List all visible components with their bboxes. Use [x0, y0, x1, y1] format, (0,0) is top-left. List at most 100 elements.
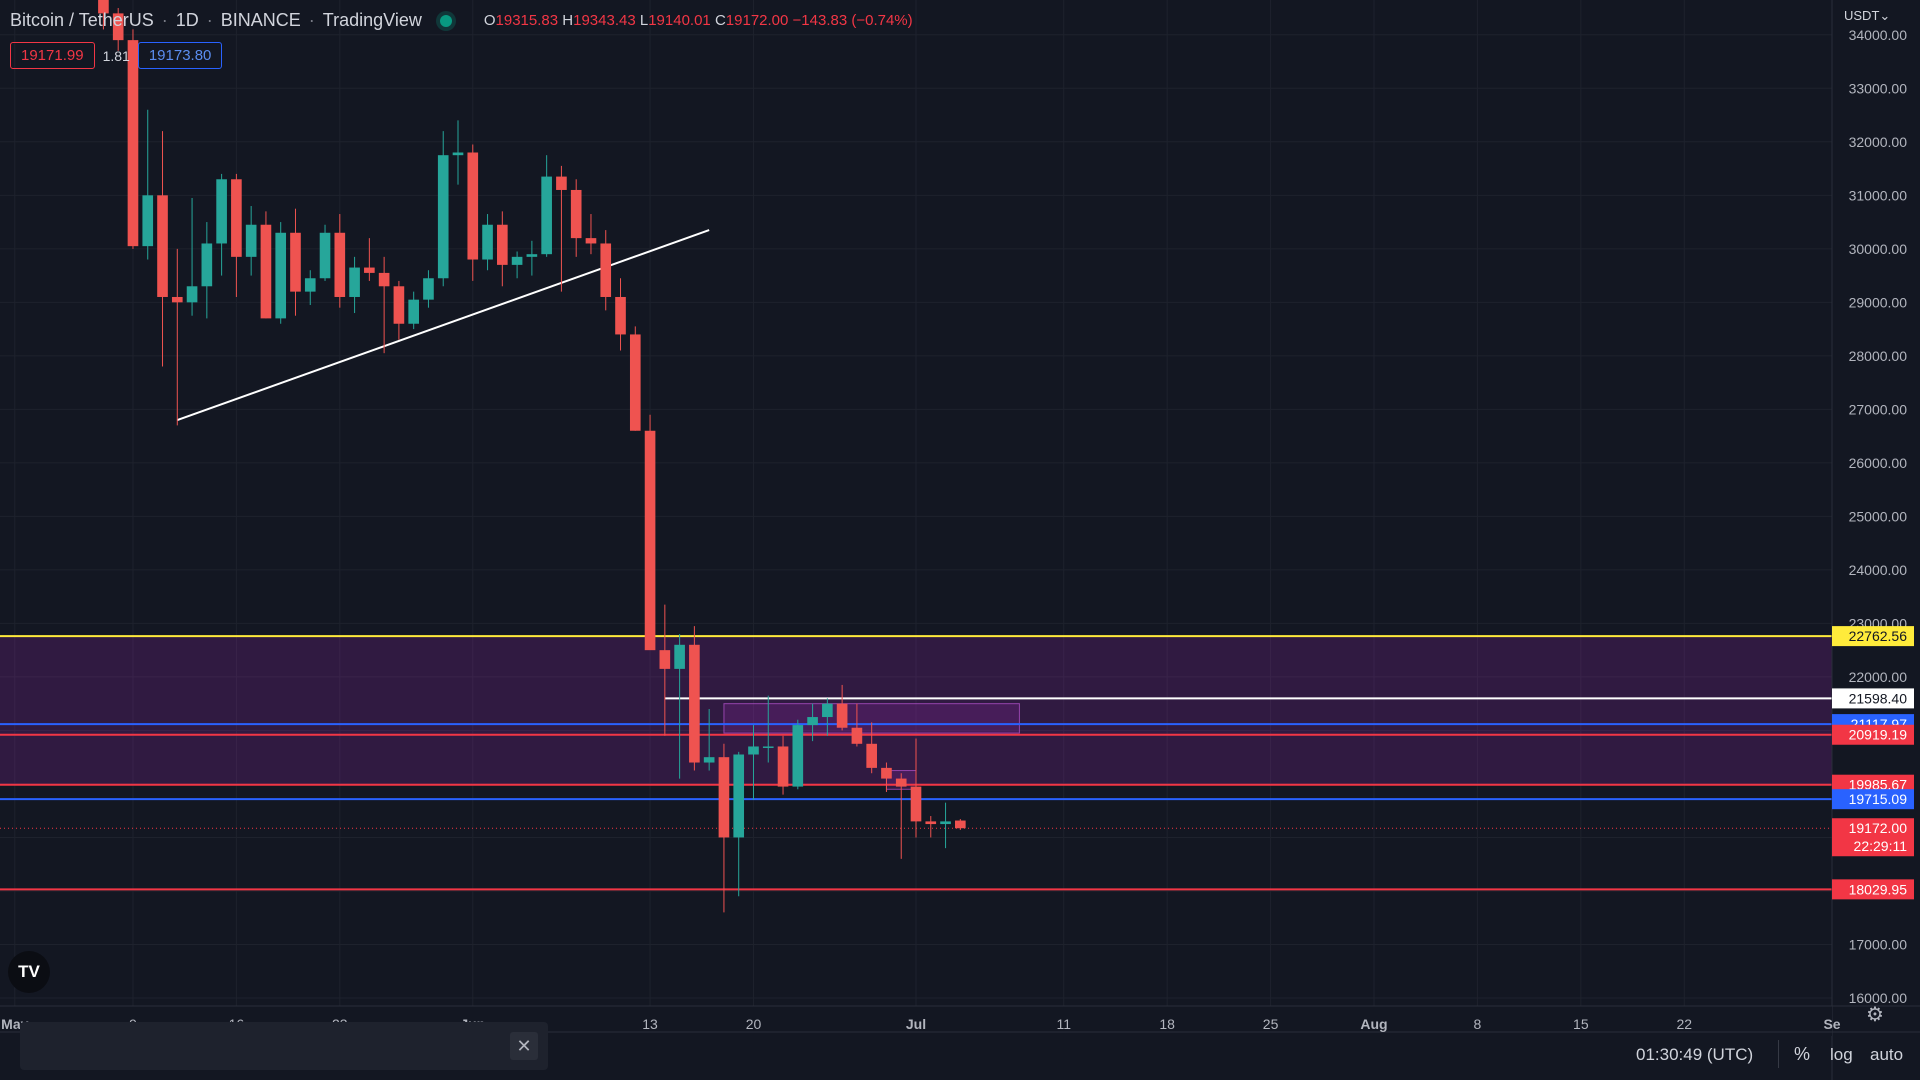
candle-body: [689, 644, 700, 763]
logo-text: TV: [18, 962, 40, 981]
candle-body: [452, 152, 464, 156]
candle-body: [659, 650, 671, 669]
candle-body: [955, 820, 966, 829]
x-tick-label: Se: [1823, 1016, 1840, 1032]
price-label-5: 19715.09: [1849, 791, 1908, 807]
candle-body: [600, 243, 612, 297]
exchange-label: BINANCE: [220, 10, 301, 30]
candle-body: [925, 821, 937, 825]
quote-row: 19171.99 1.81 19173.80: [10, 42, 223, 69]
candle-body: [881, 767, 892, 779]
candle-body: [792, 725, 804, 787]
high-key: H: [562, 12, 574, 29]
sell-price-button[interactable]: 19171.99: [10, 42, 95, 69]
x-tick-label: 15: [1573, 1016, 1589, 1032]
candle-body: [762, 746, 774, 748]
candle-body: [98, 0, 109, 14]
candle-body: [703, 757, 715, 763]
candle-body: [142, 195, 154, 247]
open-key: O: [483, 12, 496, 29]
auto-scale-button[interactable]: auto: [1870, 1045, 1904, 1064]
candle-body: [866, 743, 877, 768]
trendline-0: [176, 229, 710, 422]
tradingview-logo-icon[interactable]: TV: [8, 951, 50, 993]
close-key: C: [714, 12, 726, 29]
candle-body: [497, 224, 508, 265]
x-tick-label: 20: [746, 1016, 762, 1032]
y-tick-label: 33000.00: [1849, 80, 1908, 96]
candle-body: [171, 296, 183, 303]
x-tick-label: 22: [1676, 1016, 1692, 1032]
candle-body: [570, 189, 582, 239]
candle-body: [541, 176, 552, 255]
candle-body: [201, 243, 213, 287]
low-value: 19140.01: [648, 12, 711, 29]
candle-body: [245, 224, 257, 257]
candle-body: [733, 754, 745, 838]
candle-body: [304, 278, 316, 292]
close-icon[interactable]: ✕: [510, 1032, 538, 1060]
low-key: L: [639, 12, 649, 29]
candle-body: [186, 286, 198, 303]
candle-body: [718, 757, 730, 838]
candle-body: [511, 256, 523, 265]
price-label-4: 19985.67: [1849, 777, 1908, 793]
spread-value: 1.81: [102, 47, 130, 64]
candle-body: [895, 778, 907, 787]
candle-body: [157, 195, 168, 297]
x-tick-label: 18: [1159, 1016, 1175, 1032]
percent-scale-button[interactable]: %: [1794, 1044, 1811, 1064]
interval-label[interactable]: 1D: [175, 10, 199, 30]
candle-body: [423, 278, 434, 300]
candle-body: [836, 703, 848, 728]
y-tick-label: 16000.00: [1849, 990, 1908, 1006]
price-label-3: 20919.19: [1849, 727, 1908, 743]
change-value: −143.83 (−0.74%): [792, 12, 913, 29]
candle-body: [748, 746, 759, 755]
chart-header: Bitcoin / TetherUS · 1D · BINANCE · Trad…: [10, 10, 913, 31]
chevron-down-icon: ⌄: [1879, 8, 1891, 23]
currency-selector[interactable]: USDT⌄: [1844, 8, 1890, 24]
symbol-name[interactable]: Bitcoin / TetherUS: [10, 10, 154, 30]
y-tick-label: 32000.00: [1849, 134, 1908, 150]
x-tick-label: 11: [1056, 1016, 1071, 1032]
market-status-icon[interactable]: [439, 14, 452, 27]
candle-body: [777, 746, 789, 787]
candle-body: [467, 152, 479, 260]
high-value: 19343.43: [573, 12, 636, 29]
price-label-bg-6: [1832, 879, 1914, 900]
header-separator-3: ·: [308, 10, 315, 30]
price-label-bg-3: [1832, 724, 1914, 745]
x-tick-label: Jul: [906, 1016, 926, 1032]
y-tick-label: 28000.00: [1849, 348, 1908, 364]
candle-body: [290, 232, 301, 292]
utc-clock[interactable]: 01:30:49 (UTC): [1636, 1045, 1754, 1064]
y-tick-label: 17000.00: [1849, 936, 1908, 952]
currency-label: USDT: [1844, 8, 1880, 23]
source-label: TradingView: [322, 10, 422, 30]
candle-body: [807, 717, 818, 726]
price-label-bg-1: [1832, 688, 1914, 709]
candle-body: [940, 821, 951, 825]
log-scale-button[interactable]: log: [1830, 1045, 1853, 1064]
candle-body: [644, 430, 656, 651]
price-label-0: 22762.56: [1849, 628, 1908, 644]
y-tick-label: 30000.00: [1849, 241, 1908, 257]
price-label-6: 18029.95: [1849, 881, 1908, 897]
candle-body: [127, 40, 139, 247]
close-value: 19172.00: [725, 12, 789, 29]
x-tick-label: 8: [1474, 1016, 1482, 1032]
current-price-label-bg: [1832, 818, 1914, 857]
settings-gear-icon[interactable]: ⚙: [1866, 1004, 1884, 1026]
candle-body: [334, 232, 346, 297]
y-tick-label: 34000.00: [1849, 27, 1908, 43]
current-price-label: 19172.00: [1849, 820, 1908, 836]
buy-price-button[interactable]: 19173.80: [137, 42, 223, 69]
candle-body: [615, 296, 626, 335]
candle-body: [112, 13, 124, 41]
header-separator-1: ·: [161, 10, 168, 30]
y-tick-label: 31000.00: [1849, 187, 1908, 203]
open-value: 19315.83: [495, 12, 559, 29]
candle-body: [349, 267, 360, 297]
